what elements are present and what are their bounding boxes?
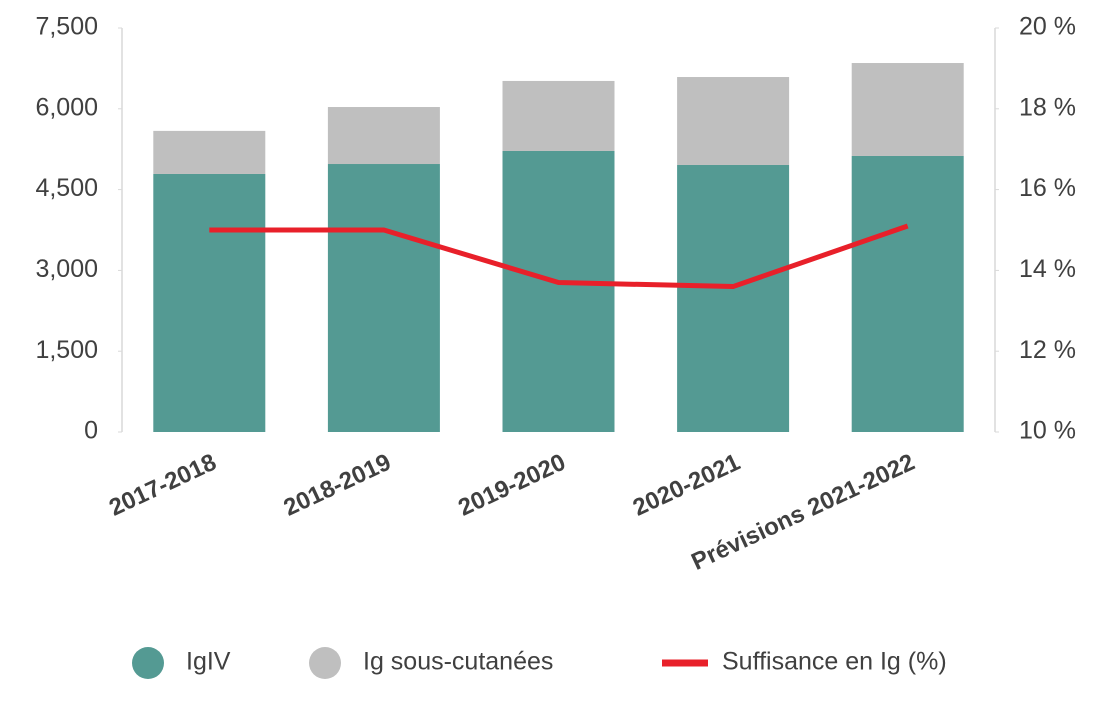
- y2-tick-label: 14 %: [1019, 255, 1076, 283]
- bar: [851, 63, 964, 156]
- x-tick-label: 2017-2018: [105, 449, 220, 522]
- bar: [677, 77, 790, 165]
- y2-tick-label: 12 %: [1019, 336, 1076, 364]
- legend-label: Ig sous-cutanées: [363, 648, 553, 676]
- bar: [327, 107, 440, 165]
- y-tick-label: 4,500: [35, 174, 98, 202]
- y-tick-label: 7,500: [35, 13, 98, 41]
- legend-swatch: [309, 647, 341, 679]
- y-tick-label: 0: [84, 417, 98, 445]
- x-tick-label: 2019-2020: [454, 449, 569, 522]
- y-tick-label: 1,500: [35, 336, 98, 364]
- x-tick-label: 2018-2019: [280, 449, 395, 522]
- bar: [327, 164, 440, 432]
- bar: [153, 130, 266, 174]
- bar: [677, 164, 790, 432]
- bar: [502, 80, 615, 151]
- bar: [851, 155, 964, 433]
- bar: [502, 150, 615, 432]
- legend-label: Suffisance en Ig (%): [722, 648, 947, 676]
- y2-tick-label: 18 %: [1019, 93, 1076, 121]
- x-tick-label: 2020-2021: [629, 449, 744, 522]
- y-tick-label: 6,000: [35, 93, 98, 121]
- y-tick-label: 3,000: [35, 255, 98, 283]
- y2-tick-label: 10 %: [1019, 417, 1076, 445]
- y2-tick-label: 16 %: [1019, 174, 1076, 202]
- bar: [153, 173, 266, 432]
- legend-label: IgIV: [186, 648, 231, 676]
- y2-tick-label: 20 %: [1019, 13, 1076, 41]
- line: [209, 223, 909, 290]
- legend-swatch: [132, 647, 164, 679]
